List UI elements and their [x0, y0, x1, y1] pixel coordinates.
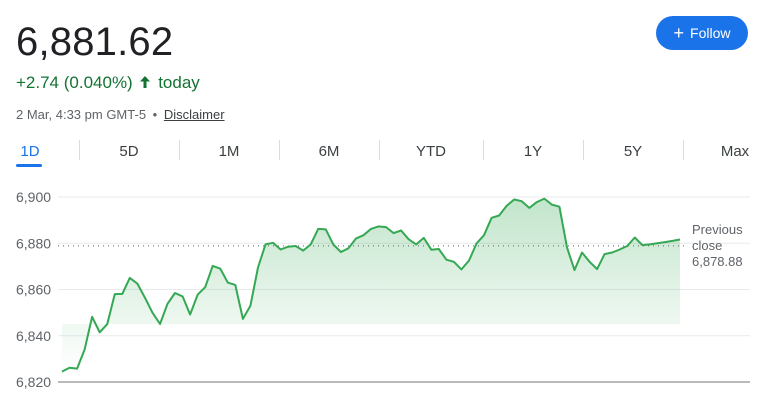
tab-5y[interactable]: 5Y [623, 142, 643, 160]
tab-ytd[interactable]: YTD [416, 142, 446, 160]
tab-divider [583, 140, 584, 160]
tab-divider [379, 140, 380, 160]
tab-divider [279, 140, 280, 160]
follow-label: Follow [690, 25, 731, 41]
y-tick-label: 6,840 [16, 328, 51, 344]
y-tick-label: 6,880 [16, 235, 51, 251]
change-value: +2.74 (0.040%) [16, 73, 133, 92]
price-change: +2.74 (0.040%) today [16, 72, 200, 94]
y-tick-label: 6,900 [16, 189, 51, 205]
change-suffix: today [158, 73, 200, 92]
tab-divider [79, 140, 80, 160]
arrow-up-icon [140, 76, 151, 88]
price-value: 6,881.62 [16, 20, 174, 64]
previous-close-label-line1: Previous [692, 222, 743, 237]
price-chart[interactable]: 6,820 6,840 6,860 6,880 6,900 [0, 170, 770, 410]
y-tick-label: 6,820 [16, 374, 51, 390]
disclaimer-link[interactable]: Disclaimer [163, 107, 225, 122]
previous-close-label: Previous close 6,878.88 [692, 222, 743, 270]
price-line [61, 197, 681, 373]
tab-5d[interactable]: 5D [119, 142, 139, 160]
tab-6m[interactable]: 6M [318, 142, 340, 160]
tab-1y[interactable]: 1Y [523, 142, 543, 160]
tab-1d[interactable]: 1D [20, 142, 40, 160]
price-area-fill [62, 198, 680, 372]
tab-divider [483, 140, 484, 160]
meta-separator: • [152, 107, 158, 122]
time-range-tabs: 1D 5D 1M 6M YTD 1Y 5Y Max [0, 136, 770, 166]
previous-close-label-line2: close [692, 238, 723, 253]
follow-button[interactable]: + Follow [656, 16, 748, 50]
plus-icon: + [673, 23, 685, 43]
tab-divider [683, 140, 684, 160]
timestamp: 2 Mar, 4:33 pm GMT-5 [16, 107, 147, 122]
tab-max[interactable]: Max [720, 142, 750, 160]
tab-1m[interactable]: 1M [218, 142, 240, 160]
tab-divider [179, 140, 180, 160]
y-tick-label: 6,860 [16, 282, 51, 298]
quote-meta: 2 Mar, 4:33 pm GMT-5 • Disclaimer [16, 106, 225, 124]
previous-close-value: 6,878.88 [692, 254, 743, 269]
active-tab-indicator [16, 164, 42, 167]
